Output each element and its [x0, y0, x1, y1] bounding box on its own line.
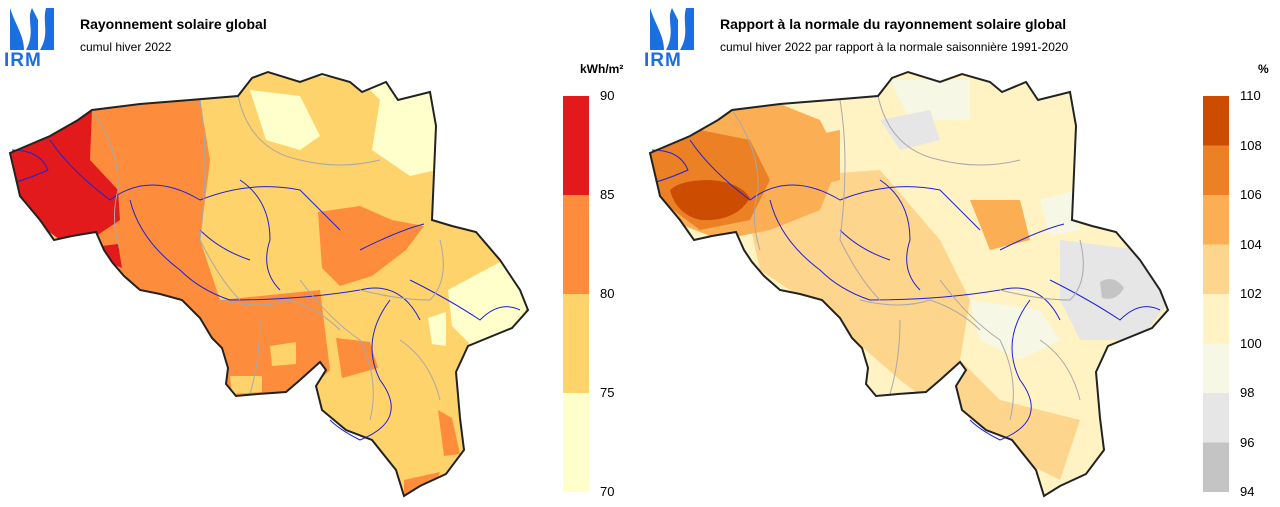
- map-subtitle: cumul hiver 2022 par rapport à la normal…: [720, 40, 1069, 54]
- irm-logo: [10, 8, 54, 50]
- legend-swatch: [1203, 442, 1229, 492]
- legend-swatch: [1203, 343, 1229, 393]
- left-legend: [563, 96, 589, 492]
- map-title: Rapport à la normale du rayonnement sola…: [720, 16, 1067, 32]
- legend-tick-label: 102: [1240, 286, 1262, 301]
- legend-swatch: [1203, 145, 1229, 195]
- legend-tick-label: 110: [1240, 88, 1261, 103]
- belgium-ratio-map: [648, 70, 1170, 498]
- legend-swatch: [1203, 195, 1229, 245]
- left-map-panel: IRM Rayonnement solaire global cumul hiv…: [4, 8, 624, 499]
- legend-tick-label: 94: [1240, 484, 1255, 499]
- legend-swatch: [1203, 244, 1229, 294]
- legend-swatch: [1203, 96, 1229, 146]
- right-map-panel: IRM Rapport à la normale du rayonnement …: [640, 0, 1280, 507]
- legend-swatch: [563, 96, 589, 195]
- legend-tick-label: 70: [600, 484, 615, 499]
- map-subtitle: cumul hiver 2022: [80, 40, 172, 54]
- legend-swatch: [1203, 393, 1229, 443]
- legend-swatch: [563, 393, 589, 492]
- legend-tick-label: 100: [1240, 335, 1262, 351]
- legend-tick-label: 90: [600, 88, 615, 103]
- legend-swatch: [1203, 294, 1229, 344]
- legend-tick-label: 108: [1240, 137, 1262, 153]
- legend-swatch: [563, 294, 589, 393]
- legend-unit: kWh/m²: [580, 62, 624, 76]
- legend-tick-label: 98: [1240, 385, 1255, 400]
- legend-tick-label: 104: [1240, 236, 1262, 252]
- right-legend: [1203, 96, 1229, 492]
- legend-unit: %: [1258, 62, 1269, 76]
- legend-swatch: [563, 195, 589, 294]
- irm-logo: [650, 8, 694, 50]
- legend-tick-label: 85: [600, 187, 615, 202]
- legend-tick-label: 96: [1240, 434, 1255, 450]
- belgium-solar-map: [8, 70, 530, 498]
- legend-tick-label: 106: [1240, 187, 1262, 202]
- legend-tick-label: 75: [600, 385, 615, 400]
- legend-tick-label: 80: [600, 286, 615, 301]
- map-title: Rayonnement solaire global: [80, 16, 267, 32]
- logo-text: IRM: [644, 50, 682, 71]
- logo-text: IRM: [4, 50, 42, 71]
